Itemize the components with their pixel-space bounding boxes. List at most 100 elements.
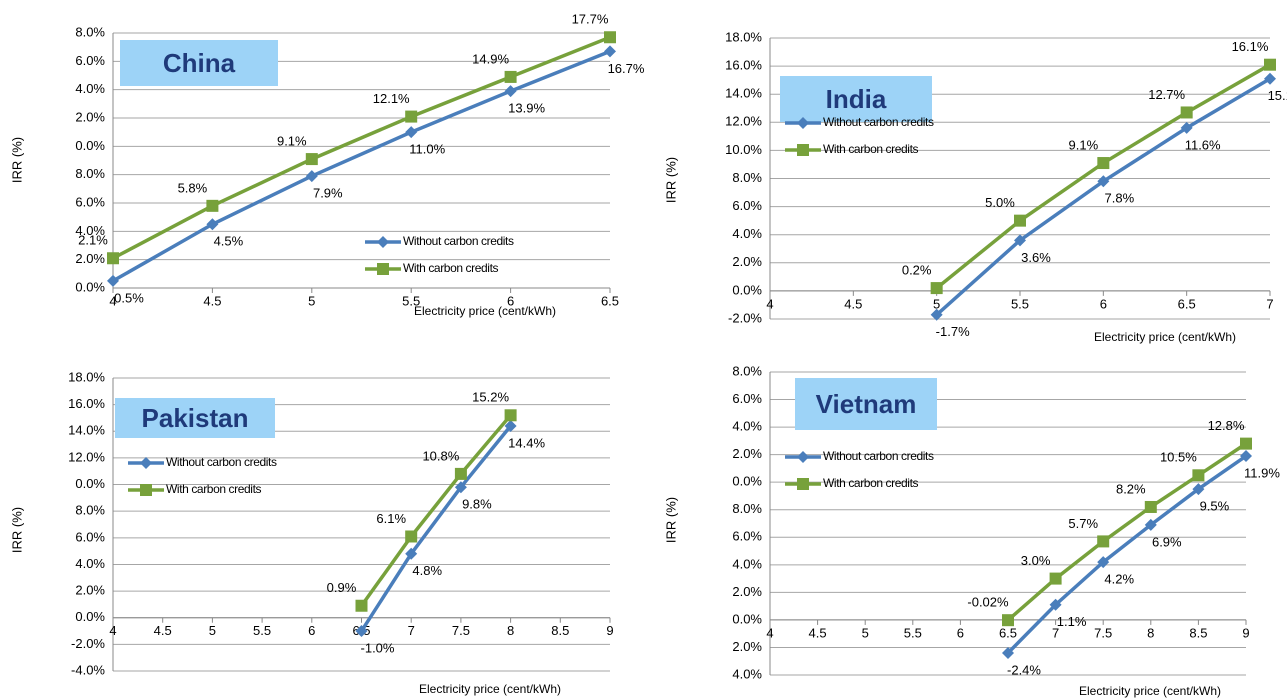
marker xyxy=(1180,106,1193,119)
data-label: 14.9% xyxy=(472,51,509,66)
x-tick-label: 4 xyxy=(109,293,116,308)
y-tick-label: 14.0% xyxy=(68,423,105,438)
legend-marker xyxy=(140,457,152,469)
legend-label: Without carbon credits xyxy=(823,449,934,463)
y-tick-label: 2.0% xyxy=(75,251,105,266)
y-axis-label: IRR (%) xyxy=(663,497,678,543)
marker xyxy=(454,481,467,494)
data-label: 11.9% xyxy=(1244,465,1280,480)
data-label: 0.2% xyxy=(902,263,932,278)
data-label: 7.8% xyxy=(1105,191,1135,206)
marker xyxy=(1014,214,1026,227)
x-axis-label: Electricity price (cent/kWh) xyxy=(419,682,561,696)
y-tick-label: 8.0% xyxy=(75,503,105,518)
legend-label: Without carbon credits xyxy=(166,455,277,469)
legend-marker xyxy=(140,484,152,496)
x-tick-label: 6 xyxy=(957,625,964,640)
x-tick-label: 6 xyxy=(507,293,514,308)
y-tick-label: 8.0% xyxy=(75,24,105,39)
x-tick-label: 8 xyxy=(507,623,514,638)
y-axis-label: IRR (%) xyxy=(663,157,678,203)
marker xyxy=(1049,598,1062,611)
x-tick-label: 5.5 xyxy=(253,623,271,638)
data-label: 4.5% xyxy=(214,234,244,249)
x-tick-label: 5 xyxy=(933,296,940,311)
data-label: 1.1% xyxy=(1057,614,1087,629)
marker xyxy=(504,70,517,83)
y-tick-label: 6.0% xyxy=(732,391,762,406)
title-box xyxy=(120,40,278,86)
x-tick-label: 5 xyxy=(308,293,315,308)
data-label: 11.0% xyxy=(409,142,445,157)
x-axis-label: Electricity price (cent/kWh) xyxy=(1094,330,1236,344)
data-label: 5.0% xyxy=(985,195,1015,210)
marker xyxy=(305,153,318,166)
x-tick-label: 7.5 xyxy=(1094,625,1112,640)
x-tick-label: 6 xyxy=(1100,296,1107,311)
y-tick-label: 2.0% xyxy=(732,639,762,654)
chart-title: India xyxy=(826,84,887,114)
marker xyxy=(1144,500,1157,513)
chart-title: China xyxy=(163,48,236,78)
data-label: 10.5% xyxy=(1160,450,1197,465)
marker xyxy=(1002,646,1014,659)
marker xyxy=(405,547,418,560)
data-label: 9.5% xyxy=(1200,499,1230,514)
x-tick-label: 8 xyxy=(1147,625,1154,640)
marker xyxy=(355,625,368,638)
y-tick-label: 2.0% xyxy=(732,446,762,461)
data-label: 10.8% xyxy=(422,448,459,463)
y-tick-label: 2.0% xyxy=(732,584,762,599)
data-label: 6.1% xyxy=(376,511,406,526)
y-tick-label: -2.0% xyxy=(71,636,105,651)
y-tick-label: 0.0% xyxy=(732,474,762,489)
series-line xyxy=(360,424,512,632)
x-tick-label: 4 xyxy=(109,623,116,638)
marker xyxy=(604,45,616,58)
x-tick-label: 4.5 xyxy=(203,293,221,308)
x-tick-label: 8.5 xyxy=(1189,625,1207,640)
legend-marker xyxy=(797,451,809,463)
legend-label: Without carbon credits xyxy=(823,115,934,129)
legend-label: With carbon credits xyxy=(166,482,262,496)
data-label: 9.1% xyxy=(277,134,307,149)
marker xyxy=(107,274,119,287)
y-tick-label: 4.0% xyxy=(732,419,762,434)
marker xyxy=(107,252,119,265)
data-label: 7.9% xyxy=(313,186,343,201)
y-tick-label: 6.0% xyxy=(75,194,105,209)
x-tick-label: 7 xyxy=(1052,625,1059,640)
y-axis-label: IRR (%) xyxy=(9,137,24,183)
data-label: 5.7% xyxy=(1068,516,1098,531)
marker xyxy=(504,419,517,432)
y-tick-label: 10.0% xyxy=(725,142,762,157)
data-label: 16.7% xyxy=(608,61,645,76)
data-label: 0.9% xyxy=(327,580,357,595)
data-label: 11.6% xyxy=(1185,137,1221,152)
y-tick-label: 2.0% xyxy=(75,109,105,124)
chart-title: Pakistan xyxy=(142,403,249,433)
x-tick-label: 4.5 xyxy=(844,296,862,311)
marker xyxy=(504,85,517,98)
data-label: 17.7% xyxy=(572,12,609,27)
y-tick-label: 18.0% xyxy=(725,29,762,44)
marker xyxy=(1002,614,1014,627)
legend-marker xyxy=(797,478,809,490)
y-tick-label: 8.0% xyxy=(732,363,762,378)
legend-label: With carbon credits xyxy=(823,476,919,490)
marker xyxy=(206,199,219,212)
series-line xyxy=(112,35,611,260)
x-axis-label: Electricity price (cent/kWh) xyxy=(414,304,556,318)
data-label: 3.6% xyxy=(1021,250,1051,265)
x-tick-label: 4 xyxy=(766,625,773,640)
y-tick-label: 4.0% xyxy=(75,81,105,96)
data-label: 0.5% xyxy=(114,290,144,305)
data-label: -1.0% xyxy=(361,640,395,655)
data-label: 4.8% xyxy=(412,563,442,578)
y-tick-label: 12.0% xyxy=(725,114,762,129)
series-line xyxy=(1006,454,1247,655)
y-tick-label: 0.0% xyxy=(75,476,105,491)
chart-title: Vietnam xyxy=(816,389,917,419)
y-tick-label: -4.0% xyxy=(71,662,105,677)
legend-label: With carbon credits xyxy=(823,142,919,156)
